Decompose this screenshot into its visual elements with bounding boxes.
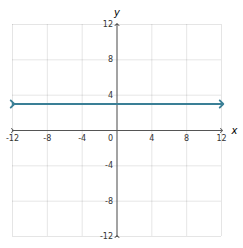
- svg-text:-8: -8: [43, 134, 51, 143]
- svg-text:12: 12: [216, 134, 226, 143]
- svg-text:-8: -8: [105, 197, 113, 206]
- svg-text:12: 12: [103, 20, 113, 29]
- svg-text:0: 0: [108, 134, 113, 143]
- svg-text:-12: -12: [6, 134, 19, 143]
- svg-text:4: 4: [149, 134, 154, 143]
- svg-text:y: y: [113, 7, 121, 18]
- svg-text:x: x: [231, 125, 238, 136]
- svg-text:8: 8: [108, 55, 113, 64]
- svg-text:-4: -4: [105, 161, 113, 170]
- svg-text:4: 4: [108, 91, 113, 100]
- svg-text:-12: -12: [100, 232, 113, 241]
- svg-text:8: 8: [184, 134, 189, 143]
- svg-text:-4: -4: [78, 134, 86, 143]
